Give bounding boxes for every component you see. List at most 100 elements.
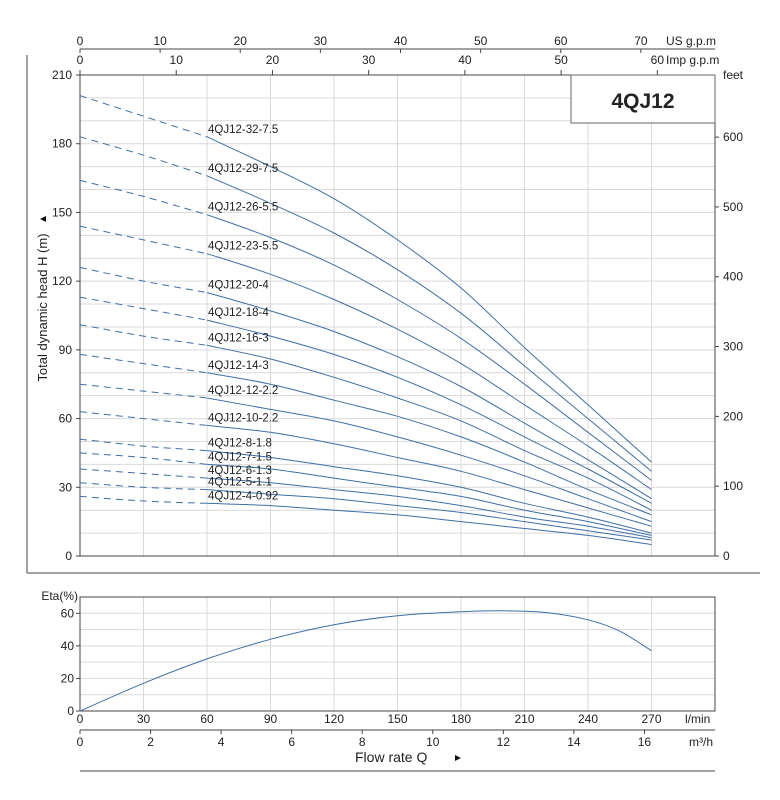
series-curve-4QJ12-5-1.1 xyxy=(206,489,652,541)
model-title-box xyxy=(570,74,716,124)
series-dashed-4QJ12-10-2.2 xyxy=(79,411,208,426)
us-gpm-tick-label: 40 xyxy=(394,34,408,48)
y-right-tick-label: 0 xyxy=(723,549,730,563)
y-tick-label: 60 xyxy=(59,412,73,426)
imp-gpm-tick-label: 50 xyxy=(554,53,568,67)
lmin-tick-label: 240 xyxy=(578,712,598,726)
lmin-tick-label: 60 xyxy=(200,712,214,726)
m3h-unit: m³/h xyxy=(689,735,713,749)
m3h-tick-label: 4 xyxy=(218,735,225,749)
imp-gpm-unit: Imp g.p.m xyxy=(666,53,719,67)
y-right-unit: feet xyxy=(723,68,744,82)
series-curve-4QJ12-29-7.5 xyxy=(206,175,652,472)
series-label: 4QJ12-6-1.3 xyxy=(208,465,272,477)
lmin-tick-label: 180 xyxy=(451,712,471,726)
y-right-tick-label: 500 xyxy=(723,200,743,214)
y-tick-label: 30 xyxy=(59,480,73,494)
m3h-tick-label: 10 xyxy=(426,735,440,749)
imp-gpm-tick-label: 20 xyxy=(266,53,280,67)
y-axis-arrow-icon xyxy=(40,216,46,222)
series-dashed-4QJ12-32-7.5 xyxy=(79,95,208,138)
series-dashed-4QJ12-18-4 xyxy=(79,296,208,321)
lmin-tick-label: 210 xyxy=(514,712,534,726)
series-dashed-4QJ12-16-3 xyxy=(79,324,208,346)
lmin-unit: l/min xyxy=(685,712,710,726)
imp-gpm-tick-label: 0 xyxy=(77,53,84,67)
us-gpm-tick-label: 30 xyxy=(314,34,328,48)
imp-gpm-tick-label: 30 xyxy=(362,53,376,67)
imp-gpm-tick-label: 10 xyxy=(170,53,184,67)
us-gpm-tick-label: 20 xyxy=(234,34,248,48)
lmin-tick-label: 150 xyxy=(387,712,407,726)
series-curve-4QJ12-20-4 xyxy=(206,292,652,500)
y-tick-label: 150 xyxy=(52,205,72,219)
x-axis-arrow-icon xyxy=(455,755,461,761)
series-label: 4QJ12-29-7.5 xyxy=(208,163,278,175)
m3h-tick-label: 6 xyxy=(288,735,295,749)
series-dashed-4QJ12-26-5.5 xyxy=(79,179,208,216)
m3h-tick-label: 2 xyxy=(147,735,154,749)
eta-y-tick-label: 60 xyxy=(61,606,75,620)
series-label: 4QJ12-32-7.5 xyxy=(208,124,278,136)
m3h-tick-label: 16 xyxy=(638,735,652,749)
series-label: 4QJ12-4-0.92 xyxy=(208,490,278,502)
y-tick-label: 0 xyxy=(65,549,72,563)
eta-y-tick-label: 0 xyxy=(67,704,74,718)
lmin-tick-label: 0 xyxy=(77,712,84,726)
series-dashed-4QJ12-4-0.92 xyxy=(79,495,208,504)
series-label: 4QJ12-20-4 xyxy=(208,280,269,292)
us-gpm-tick-label: 10 xyxy=(153,34,167,48)
series-label: 4QJ12-14-3 xyxy=(208,360,269,372)
eta-y-tick-label: 20 xyxy=(61,671,75,685)
eta-curve xyxy=(79,610,652,712)
m3h-tick-label: 8 xyxy=(359,735,366,749)
series-curve-4QJ12-12-2.2 xyxy=(206,397,652,523)
us-gpm-tick-label: 0 xyxy=(77,34,84,48)
series-curve-4QJ12-18-4 xyxy=(206,319,652,504)
series-dashed-4QJ12-20-4 xyxy=(79,266,208,294)
series-label: 4QJ12-8-1.8 xyxy=(208,438,272,450)
lmin-tick-label: 120 xyxy=(324,712,344,726)
y-tick-label: 90 xyxy=(59,343,73,357)
lmin-tick-label: 270 xyxy=(641,712,661,726)
m3h-tick-label: 12 xyxy=(497,735,511,749)
us-gpm-tick-label: 60 xyxy=(554,34,568,48)
series-curve-4QJ12-32-7.5 xyxy=(206,136,652,463)
eta-axis-label: Eta(%) xyxy=(41,589,78,603)
lmin-tick-label: 90 xyxy=(264,712,278,726)
series-label: 4QJ12-5-1.1 xyxy=(208,477,272,489)
imp-gpm-tick-label: 40 xyxy=(458,53,472,67)
eta-plot-frame xyxy=(79,596,716,712)
series-curve-4QJ12-4-0.92 xyxy=(206,502,652,545)
series-dashed-4QJ12-8-1.8 xyxy=(79,438,208,452)
series-curve-4QJ12-23-5.5 xyxy=(206,253,652,491)
x-axis-label: Flow rate Q xyxy=(355,749,427,765)
series-label: 4QJ12-12-2.2 xyxy=(208,385,278,397)
series-dashed-4QJ12-7-1.5 xyxy=(79,452,208,465)
y-axis-label: Total dynamic head H (m) xyxy=(35,233,50,381)
model-title: 4QJ12 xyxy=(611,90,674,113)
head-plot-frame xyxy=(79,74,716,557)
series-curve-4QJ12-10-2.2 xyxy=(206,424,652,527)
y-tick-label: 180 xyxy=(52,137,72,151)
eta-y-tick-label: 40 xyxy=(61,639,75,653)
series-curve-4QJ12-6-1.3 xyxy=(206,477,652,539)
series-dashed-4QJ12-14-3 xyxy=(79,353,208,374)
series-label: 4QJ12-10-2.2 xyxy=(208,412,278,424)
series-label: 4QJ12-7-1.5 xyxy=(208,451,272,463)
y-right-tick-label: 200 xyxy=(723,409,743,423)
series-curve-4QJ12-16-3 xyxy=(206,344,652,511)
series-dashed-4QJ12-23-5.5 xyxy=(79,225,208,255)
y-right-tick-label: 300 xyxy=(723,340,743,354)
series-dashed-4QJ12-12-2.2 xyxy=(79,383,208,399)
us-gpm-tick-label: 70 xyxy=(634,34,648,48)
series-curve-4QJ12-7-1.5 xyxy=(206,463,652,536)
series-curve-4QJ12-26-5.5 xyxy=(206,214,652,481)
series-dashed-4QJ12-6-1.3 xyxy=(79,468,208,479)
y-tick-label: 210 xyxy=(52,68,72,82)
lmin-tick-label: 30 xyxy=(137,712,151,726)
m3h-tick-label: 0 xyxy=(77,735,84,749)
y-right-tick-label: 100 xyxy=(723,479,743,493)
series-label: 4QJ12-18-4 xyxy=(208,307,269,319)
